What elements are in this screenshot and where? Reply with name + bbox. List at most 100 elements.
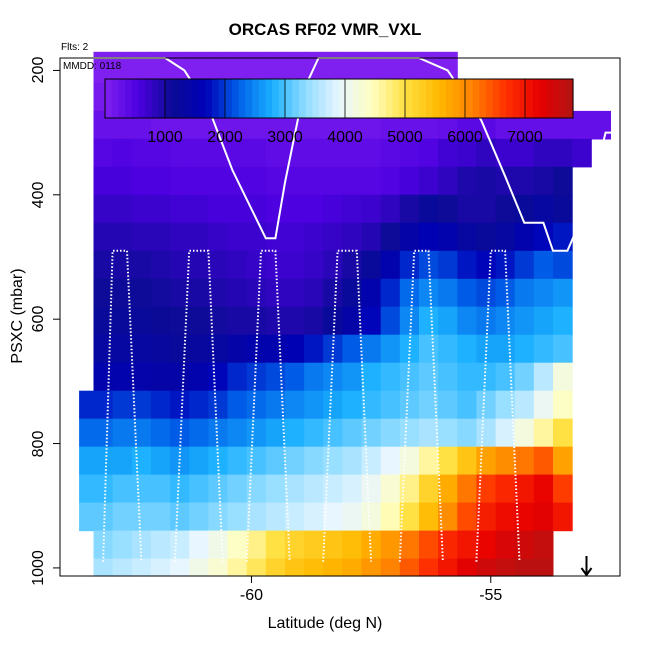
heatmap-cell bbox=[361, 250, 382, 280]
heatmap-cell bbox=[495, 306, 516, 336]
heatmap-cell bbox=[170, 306, 190, 336]
flights-label: Flts: 2 bbox=[61, 42, 89, 53]
heatmap-cell bbox=[112, 166, 133, 196]
x-axis-label: Latitude (deg N) bbox=[267, 615, 383, 632]
heatmap-cell bbox=[342, 194, 363, 224]
heatmap-cell bbox=[380, 362, 401, 392]
heatmap-cell bbox=[112, 194, 133, 224]
heatmap-cell bbox=[227, 362, 248, 392]
colorbar-swatch bbox=[252, 79, 260, 118]
heatmap-cell bbox=[399, 194, 420, 224]
heatmap-cell bbox=[79, 474, 114, 504]
heatmap-cell bbox=[399, 334, 420, 364]
heatmap-cell bbox=[476, 446, 497, 476]
heatmap-cell bbox=[170, 194, 190, 224]
heatmap-cell bbox=[93, 362, 114, 392]
colorbar-swatch bbox=[405, 79, 414, 118]
heatmap-cell bbox=[438, 278, 458, 308]
heatmap-cell bbox=[323, 558, 343, 577]
heatmap-cell bbox=[112, 530, 133, 560]
colorbar-swatch bbox=[419, 79, 427, 118]
heatmap-cell bbox=[227, 194, 248, 224]
heatmap-cell bbox=[514, 222, 535, 252]
heatmap-cell bbox=[553, 138, 573, 168]
heatmap-cell bbox=[361, 558, 382, 577]
heatmap-cell bbox=[419, 474, 439, 504]
heatmap-cell bbox=[93, 530, 114, 560]
heatmap-cell bbox=[208, 530, 229, 560]
heatmap-cell bbox=[208, 418, 229, 448]
heatmap-cell bbox=[265, 51, 286, 84]
heatmap-cell bbox=[495, 278, 516, 308]
heatmap-cell bbox=[495, 446, 516, 476]
heatmap-cell bbox=[380, 334, 401, 364]
heatmap-cell bbox=[342, 306, 363, 336]
heatmap-cell bbox=[79, 446, 114, 476]
colorbar-swatch bbox=[399, 79, 407, 118]
heatmap-cell bbox=[265, 138, 286, 168]
heatmap-cell bbox=[112, 362, 133, 392]
heatmap-cell bbox=[457, 474, 477, 504]
heatmap-cell bbox=[399, 418, 420, 448]
heatmap-cell bbox=[533, 166, 554, 196]
heatmap-cell bbox=[476, 558, 497, 577]
heatmap-cell bbox=[533, 278, 554, 308]
colorbar-swatch bbox=[546, 79, 554, 118]
heatmap-cell bbox=[495, 222, 516, 252]
heatmap-cell bbox=[93, 194, 114, 224]
heatmap-cell bbox=[304, 474, 324, 504]
colorbar-swatch bbox=[265, 79, 273, 118]
heatmap-cell bbox=[112, 446, 133, 476]
colorbar-swatch bbox=[472, 79, 480, 118]
heatmap-cell bbox=[553, 446, 573, 476]
date-label: MMDD: 0118 bbox=[63, 61, 122, 72]
heatmap-cell bbox=[438, 502, 458, 532]
heatmap-cell bbox=[150, 138, 171, 168]
colorbar-swatch bbox=[452, 79, 460, 118]
heatmap-cell bbox=[285, 334, 305, 364]
heatmap-cell bbox=[438, 418, 458, 448]
heatmap-cell bbox=[170, 558, 190, 577]
heatmap-cell bbox=[227, 502, 248, 532]
colorbar-swatch bbox=[225, 79, 233, 118]
heatmap-cell bbox=[514, 446, 535, 476]
heatmap-cell bbox=[265, 502, 286, 532]
heatmap-cell bbox=[342, 474, 363, 504]
heatmap-cell bbox=[170, 530, 190, 560]
heatmap-cell bbox=[246, 362, 267, 392]
heatmap-cell bbox=[419, 390, 439, 420]
heatmap-cell bbox=[419, 166, 439, 196]
heatmap-cell bbox=[514, 558, 535, 577]
heatmap-cell bbox=[495, 194, 516, 224]
heatmap-cell bbox=[246, 306, 267, 336]
heatmap-cell bbox=[476, 334, 497, 364]
colorbar-swatch bbox=[512, 79, 521, 118]
colorbar-swatch bbox=[131, 79, 139, 118]
heatmap-cell bbox=[419, 558, 439, 577]
heatmap-cell bbox=[265, 334, 286, 364]
heatmap-cell bbox=[131, 530, 152, 560]
y-tick-label: 1000 bbox=[30, 550, 47, 586]
heatmap-cell bbox=[457, 222, 477, 252]
heatmap-cell bbox=[457, 334, 477, 364]
heatmap-cell bbox=[112, 250, 133, 280]
heatmap-cell bbox=[342, 362, 363, 392]
heatmap-cell bbox=[361, 334, 382, 364]
heatmap-cell bbox=[246, 166, 267, 196]
heatmap-cell bbox=[457, 138, 477, 168]
heatmap-cell bbox=[189, 334, 209, 364]
heatmap-cell bbox=[131, 446, 152, 476]
heatmap-cell bbox=[361, 362, 382, 392]
heatmap-cell bbox=[170, 334, 190, 364]
heatmap-cell bbox=[170, 222, 190, 252]
heatmap-cell bbox=[380, 166, 401, 196]
heatmap-cell bbox=[399, 166, 420, 196]
y-tick-label: 400 bbox=[30, 181, 47, 209]
heatmap-cell bbox=[93, 51, 114, 84]
heatmap-cell bbox=[304, 362, 324, 392]
heatmap-cell bbox=[419, 222, 439, 252]
heatmap-cell bbox=[361, 502, 382, 532]
colorbar-swatch bbox=[446, 79, 454, 118]
heatmap-cell bbox=[304, 446, 324, 476]
heatmap-cell bbox=[419, 278, 439, 308]
